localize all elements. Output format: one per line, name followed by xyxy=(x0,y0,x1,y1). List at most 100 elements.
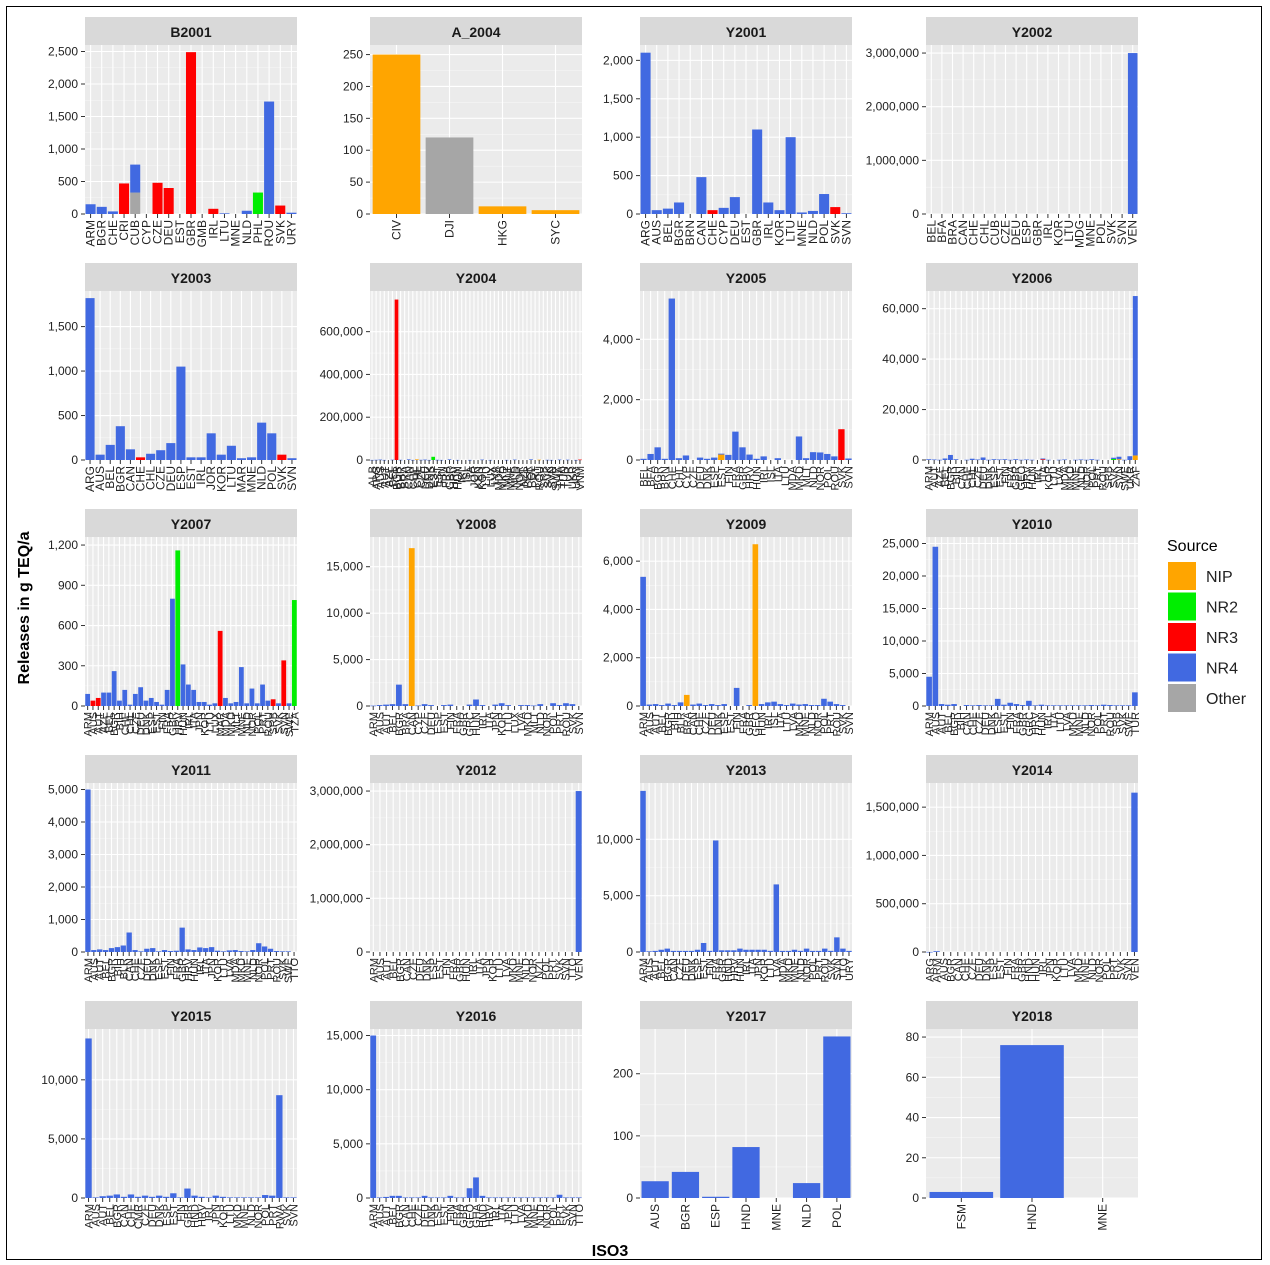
bar-nr4-cyp xyxy=(682,455,690,460)
bar-nr4-deu xyxy=(696,457,704,460)
bar-nr4-ven xyxy=(575,791,582,952)
legend-key-nr2 xyxy=(1168,592,1196,621)
x-tick-label: KOR xyxy=(772,220,786,246)
y-tick-label: 15,000 xyxy=(326,560,363,574)
x-tick-label: BGR xyxy=(662,958,674,982)
x-tick-label: NLD xyxy=(248,958,260,980)
x-tick-label: DEU xyxy=(974,958,986,981)
x-tick-label: HUN xyxy=(453,466,465,490)
bar-nr4-deu xyxy=(144,948,150,952)
x-tick-label: BIH xyxy=(112,958,124,976)
x-tick-label: HRV xyxy=(729,957,741,981)
x-tick-label: NOR xyxy=(813,712,825,737)
x-tick-label: UKR xyxy=(1125,466,1137,489)
y-tick-label: 0 xyxy=(626,453,633,467)
x-tick-label: KOR xyxy=(218,1204,230,1228)
x-tick-label: CHE xyxy=(667,466,679,489)
x-tick-label: ESP xyxy=(154,958,166,980)
x-tick-label: FIN xyxy=(441,958,453,976)
x-tick-label: POL xyxy=(1094,220,1108,244)
x-tick-label: AUT xyxy=(98,1204,110,1226)
x-tick-label: GBR xyxy=(458,712,470,736)
bar-nr4-can xyxy=(690,704,696,706)
x-tick-label: SWE xyxy=(284,712,296,737)
legend-key-nr4 xyxy=(1168,653,1196,682)
x-tick-label: GBR xyxy=(454,958,466,982)
x-tick-label: FIN xyxy=(436,466,448,484)
x-tick-label: SRB xyxy=(538,466,550,489)
x-tick-label: SVK xyxy=(542,465,554,488)
x-tick-label: MKD xyxy=(1065,466,1077,491)
bar-nr3-aut xyxy=(95,697,101,706)
bar-nr4-jpn xyxy=(492,704,499,706)
x-tick-label: CHE xyxy=(134,466,148,491)
x-tick-label: BRA xyxy=(400,711,412,734)
legend-label: NR4 xyxy=(1206,661,1238,678)
bar-nr4-che xyxy=(408,1197,415,1199)
bar-nr4-hnd xyxy=(479,1195,486,1198)
x-tick-label: ROU xyxy=(831,712,843,737)
x-tick-label: IRL xyxy=(763,712,775,729)
x-tick-label: AUS xyxy=(93,466,107,491)
x-tick-label: POL xyxy=(541,958,553,980)
x-tick-label: EST xyxy=(439,1204,451,1226)
x-tick-label: PRT xyxy=(267,1204,279,1226)
y-tick-label: 2,000 xyxy=(603,53,633,67)
panel-title: Y2011 xyxy=(171,762,211,778)
x-tick-label: PHL xyxy=(251,220,265,244)
y-tick-label: 20,000 xyxy=(882,403,919,417)
x-tick-label: AZE xyxy=(935,466,947,487)
x-tick-label: IRL xyxy=(477,712,489,729)
bar-nr4-pol xyxy=(254,703,260,706)
bar-nr4-esp xyxy=(694,949,701,952)
bar-nr3-mar xyxy=(217,630,223,706)
x-tick-label: BGR xyxy=(113,466,127,492)
bar-nr4-rou xyxy=(822,948,828,952)
y-tick-label: 1,500 xyxy=(48,110,78,124)
bar-nr2-svk xyxy=(1111,458,1116,460)
x-tick-label: NLD xyxy=(535,712,547,734)
x-tick-label: POL xyxy=(1087,466,1099,488)
figure-border xyxy=(6,6,1262,1260)
x-tick-label: FIN xyxy=(445,712,457,730)
x-tick-label: DNK xyxy=(154,1203,166,1227)
bar-nr4-gbr xyxy=(1013,459,1019,460)
bar-nr4-bih xyxy=(114,947,121,952)
bar-nr4-nor xyxy=(256,943,262,952)
x-tick-label: BGR xyxy=(663,712,675,736)
bar-nr4-gbr xyxy=(460,1197,467,1199)
x-tick-label: ISL xyxy=(461,466,473,483)
panel-y2010: Y2010 0 5,000 10,000 15,000 20,000 25,000 ARMAU… xyxy=(882,509,1142,737)
bar-nr4-cze xyxy=(141,1195,149,1198)
bar-nr4-esp xyxy=(711,457,718,460)
x-tick-label: FRA xyxy=(448,957,460,980)
x-tick-label: FRA xyxy=(1005,465,1017,488)
panel-strip xyxy=(640,755,852,783)
panel-y2009: Y2009 0 2,000 4,000 6,000 ARMAUSAUTBELBGRBIHB… xyxy=(603,509,856,736)
x-tick-label: IRL xyxy=(761,220,775,239)
x-tick-label: BEL xyxy=(940,466,952,487)
legend-label: NIP xyxy=(1206,569,1233,586)
bar-nr4-mne xyxy=(802,704,809,706)
x-tick-label: ARM xyxy=(638,958,650,982)
bar-nr4-irl xyxy=(743,949,749,952)
bar-nr4-dnk xyxy=(703,458,711,460)
bar-nr4-svn xyxy=(841,213,852,214)
bar-nr4-rou xyxy=(265,700,271,706)
x-tick-label: CUB xyxy=(128,220,142,245)
x-tick-label: CZE xyxy=(974,712,986,734)
x-tick-label: AZE xyxy=(383,466,395,487)
bar-nr4-nld xyxy=(809,452,817,460)
bar-nr4-bel xyxy=(662,208,673,214)
y-tick-label: 2,000 xyxy=(603,651,633,665)
y-tick-label: 600 xyxy=(58,619,78,633)
x-tick-label: CZE xyxy=(154,466,168,490)
x-tick-label: BGR xyxy=(392,466,404,490)
bar-nr4-ven xyxy=(1131,792,1138,952)
x-tick-label: IRL xyxy=(206,220,220,239)
bar-nr4-chl xyxy=(675,458,683,460)
legend-label: Other xyxy=(1206,691,1247,708)
x-tick-label: PRT xyxy=(1092,466,1104,488)
bar-nr4-rou xyxy=(1107,705,1113,706)
x-tick-label: VEN xyxy=(574,958,586,981)
